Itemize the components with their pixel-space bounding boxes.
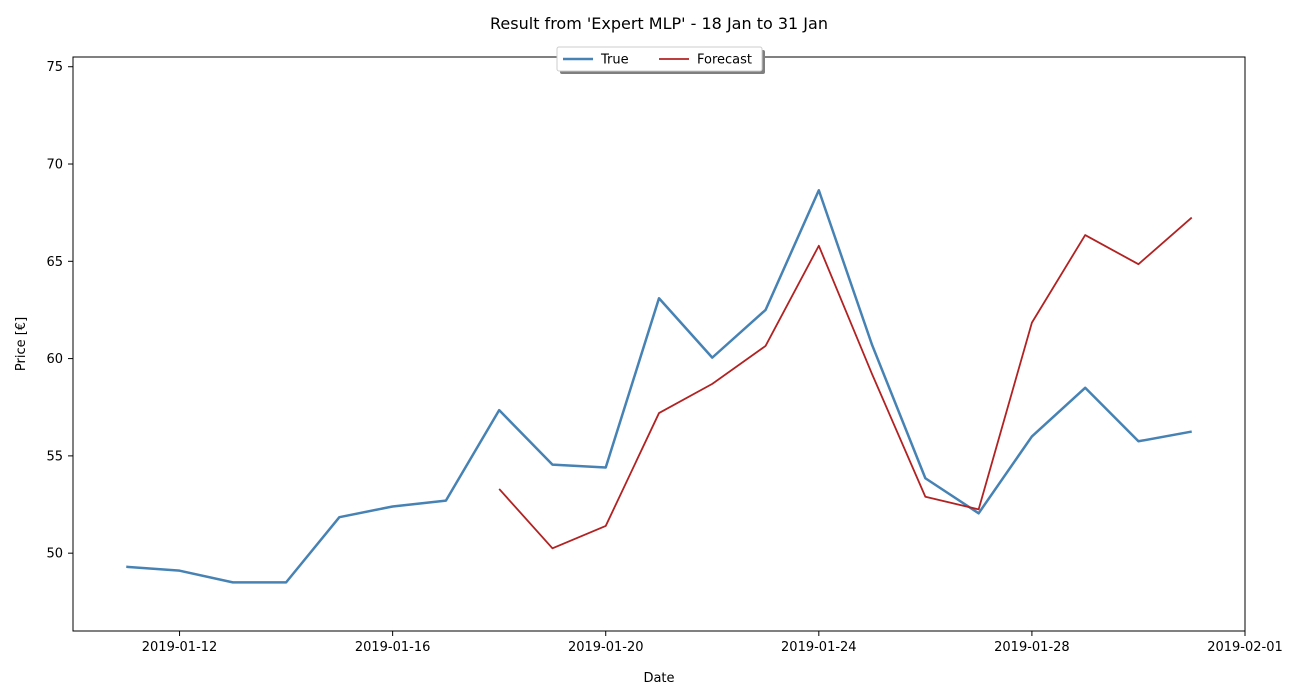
y-tick-label: 50 [46, 547, 63, 562]
y-tick-label: 55 [46, 449, 63, 464]
legend: True Forecast [556, 46, 765, 74]
x-tick-label: 2019-01-28 [994, 640, 1070, 655]
x-tick-label: 2019-01-16 [355, 640, 431, 655]
legend-label-forecast: Forecast [697, 53, 752, 68]
x-tick-label: 2019-02-01 [1207, 640, 1283, 655]
x-axis-title: Date [643, 671, 674, 686]
y-tick-label: 70 [46, 158, 63, 173]
x-tick-label: 2019-01-20 [568, 640, 644, 655]
y-axis: 50 55 60 65 70 75 [46, 60, 73, 562]
x-tick-label: 2019-01-24 [781, 640, 857, 655]
y-tick-label: 65 [46, 255, 63, 270]
series-line-forecast [498, 216, 1193, 550]
y-tick-label: 60 [46, 352, 63, 367]
x-tick-label: 2019-01-12 [142, 640, 218, 655]
legend-label-true: True [600, 53, 629, 68]
x-axis: 2019-01-12 2019-01-16 2019-01-20 2019-01-24… [142, 631, 1283, 655]
series-layer [126, 189, 1193, 584]
chart-title: Result from 'Expert MLP' - 18 Jan to 31 … [490, 14, 828, 33]
y-axis-title: Price [€] [14, 317, 29, 371]
y-tick-label: 75 [46, 60, 63, 75]
